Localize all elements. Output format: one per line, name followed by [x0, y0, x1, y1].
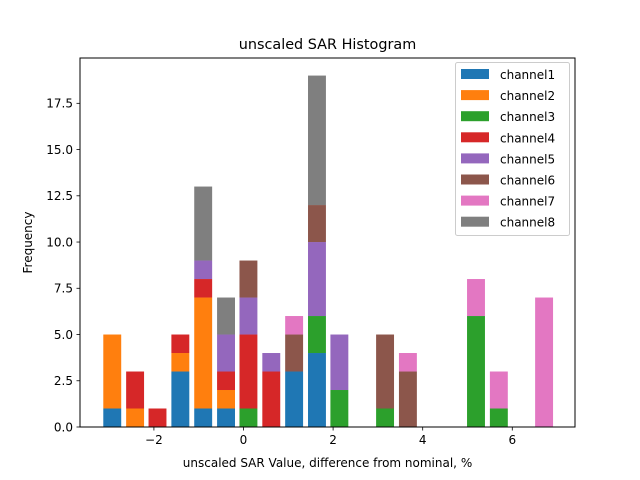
bar-channel3-10 — [330, 390, 349, 427]
bar-channel7-8 — [285, 316, 304, 335]
x-tick-label: 0 — [240, 433, 248, 447]
y-axis-label: Frequency — [21, 212, 35, 274]
bar-channel5-9 — [308, 242, 326, 317]
bar-channel3-6 — [239, 408, 258, 427]
legend: channel1 channel2 channel3 channel4 channel5… — [455, 62, 570, 236]
y-ticks-group: 0.0 2.5 5.0 7.5 10.0 12.5 15.0 17.5 — [46, 97, 80, 434]
legend-swatch-channel7 — [461, 195, 489, 206]
y-tick-label: 5.0 — [54, 328, 73, 342]
plot-frame — [79, 57, 576, 428]
legend-swatch-channel6 — [461, 174, 489, 185]
legend-swatch-channel8 — [461, 216, 489, 227]
bars-group — [103, 75, 554, 427]
bar-channel2-0 — [103, 334, 122, 409]
bar-channel2-4 — [194, 297, 213, 409]
x-tick-label: 2 — [329, 433, 337, 447]
y-tick-label: 15.0 — [46, 143, 73, 157]
legend-swatch-channel3 — [461, 111, 489, 122]
x-tick-label: 4 — [419, 433, 427, 447]
bar-channel4-2 — [148, 408, 167, 427]
bar-channel3-9 — [308, 316, 326, 354]
legend-label-channel1: channel1 — [500, 68, 555, 82]
bar-channel1-8 — [285, 371, 304, 427]
bar-channel4-7 — [262, 371, 281, 427]
bar-channel2-5 — [217, 390, 235, 409]
legend-label-channel3: channel3 — [500, 110, 555, 124]
legend-label-channel2: channel2 — [500, 89, 555, 103]
bar-channel1-0 — [103, 408, 122, 427]
bar-channel6-6 — [239, 260, 258, 298]
x-tick-label: 6 — [508, 433, 516, 447]
y-tick-label: 12.5 — [46, 189, 73, 203]
bar-channel5-6 — [239, 297, 258, 335]
legend-frame — [455, 62, 570, 236]
legend-label-channel4: channel4 — [500, 131, 555, 145]
bar-channel8-4 — [194, 186, 213, 261]
bar-channel4-1 — [126, 371, 145, 409]
bar-channel4-3 — [171, 334, 190, 354]
y-tick-label: 10.0 — [46, 235, 73, 249]
bar-channel3-16 — [467, 316, 485, 427]
bar-channel4-5 — [217, 371, 235, 391]
x-axis-label: unscaled SAR Value, difference from nomi… — [183, 456, 472, 470]
y-tick-label: 2.5 — [54, 374, 73, 388]
bar-channel7-16 — [467, 279, 485, 317]
bar-channel6-9 — [308, 205, 326, 243]
bar-channel3-12 — [376, 408, 395, 427]
bar-channel7-17 — [489, 371, 508, 409]
y-tick-label: 7.5 — [54, 282, 73, 296]
bar-channel5-10 — [330, 334, 349, 391]
x-ticks-group: −2 0 2 4 6 — [145, 427, 516, 447]
legend-label-channel6: channel6 — [500, 174, 555, 188]
chart-title: unscaled SAR Histogram — [239, 37, 417, 53]
bar-channel1-9 — [308, 353, 326, 427]
bar-channel5-7 — [262, 353, 281, 372]
y-tick-label: 0.0 — [54, 420, 73, 434]
bar-channel8-9 — [308, 75, 326, 206]
bar-channel1-3 — [171, 371, 190, 427]
bar-channel4-4 — [194, 279, 213, 298]
bar-channel8-5 — [217, 297, 235, 335]
bar-channel5-5 — [217, 334, 235, 372]
y-tick-label: 17.5 — [46, 97, 73, 111]
bar-channel1-4 — [194, 408, 213, 427]
bar-channel2-3 — [171, 353, 190, 372]
legend-swatch-channel4 — [461, 132, 489, 143]
bar-channel3-17 — [489, 408, 508, 427]
bar-channel2-1 — [126, 408, 145, 427]
bar-channel6-13 — [398, 371, 417, 427]
legend-label-channel5: channel5 — [500, 152, 555, 166]
x-tick-label: −2 — [145, 433, 163, 447]
bar-channel5-4 — [194, 260, 213, 280]
legend-swatch-channel2 — [461, 90, 489, 101]
legend-swatch-channel1 — [461, 69, 489, 79]
bar-channel7-13 — [398, 353, 417, 372]
legend-label-channel7: channel7 — [500, 195, 555, 209]
bar-channel4-6 — [239, 334, 258, 409]
bar-channel7-19 — [535, 297, 554, 427]
bar-channel6-8 — [285, 334, 304, 372]
legend-swatch-channel5 — [461, 153, 489, 164]
bar-channel6-12 — [376, 334, 395, 409]
legend-label-channel8: channel8 — [500, 216, 555, 230]
bar-channel1-5 — [217, 408, 235, 427]
